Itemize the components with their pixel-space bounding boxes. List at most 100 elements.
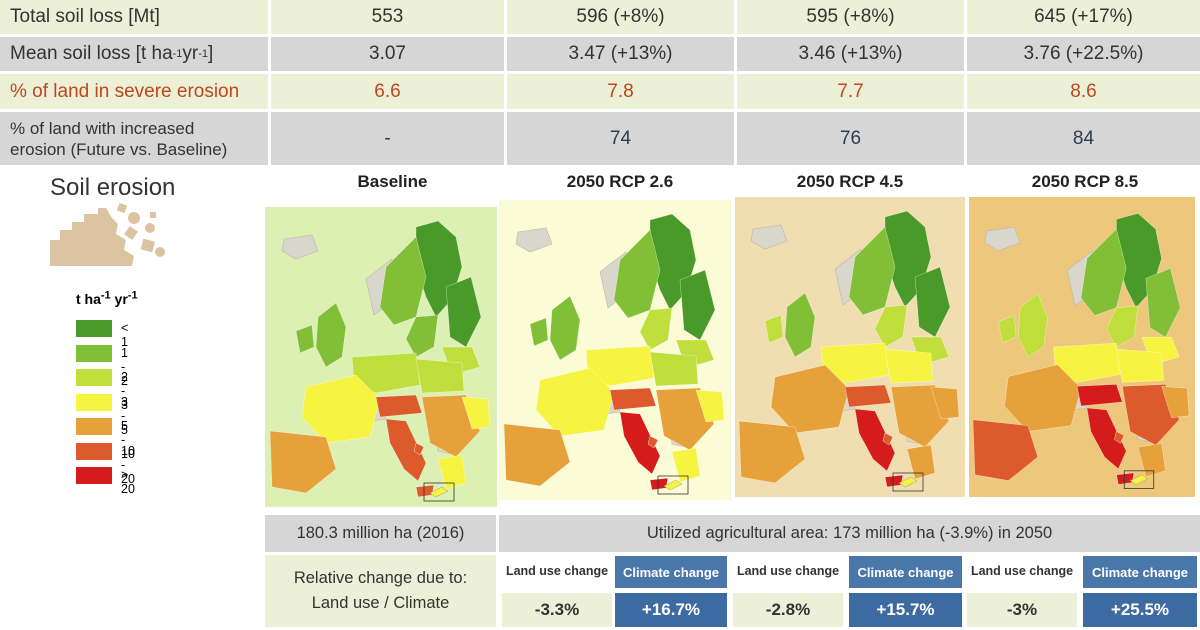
region-romania <box>695 389 725 423</box>
region-sardinia <box>647 435 659 449</box>
map-rcp45 <box>735 197 965 497</box>
label-mid: yr <box>182 43 199 64</box>
region-poland <box>649 351 699 387</box>
unit-main: t ha <box>76 291 101 307</box>
region-balkans <box>890 384 950 448</box>
region-sweden-south <box>874 304 908 348</box>
region-romania <box>930 386 960 420</box>
relative-change-label: Relative change due to: Land use / Clima… <box>265 555 496 627</box>
region-poland <box>415 358 465 394</box>
region-sweden-south <box>1106 305 1139 348</box>
region-iberia <box>972 419 1039 481</box>
row-label: % of land with increased erosion (Future… <box>0 112 268 165</box>
soil-erosion-title: Soil erosion <box>50 174 176 201</box>
region-norway <box>379 236 427 326</box>
cell-baseline: 553 <box>271 0 504 34</box>
cell-baseline: 3.07 <box>271 37 504 71</box>
land-use-change-label: Land use change <box>505 564 609 578</box>
map-title-rcp26: 2050 RCP 2.6 <box>566 172 674 191</box>
region-sicily <box>415 484 435 498</box>
region-cyprus <box>898 476 918 488</box>
legend-swatch <box>76 344 112 362</box>
region-france <box>535 367 615 437</box>
nodata-iceland <box>515 227 553 253</box>
row-label: Mean soil loss [t ha -1 yr -1] <box>0 37 268 71</box>
legend-swatch <box>76 320 112 337</box>
label-main: Mean soil loss [t ha <box>10 43 173 64</box>
cell-rcp26: 596 (+8%) <box>507 0 734 34</box>
soil-erosion-icon <box>50 202 165 266</box>
cell-rcp26: 3.47 (+13%) <box>507 37 734 71</box>
region-sardinia <box>882 432 894 446</box>
region-italy <box>854 408 896 472</box>
row-severe-erosion: % of land in severe erosion 6.6 7.8 7.7 … <box>0 74 1200 109</box>
region-romania <box>461 396 491 430</box>
region-poland <box>884 348 934 384</box>
region-sweden-south <box>405 314 439 358</box>
legend-swatch <box>76 418 112 435</box>
region-ireland <box>998 315 1017 344</box>
row-mean-soil-loss: Mean soil loss [t ha -1 yr -1] 3.07 3.47 (… <box>0 37 1200 71</box>
region-romania <box>1161 386 1190 419</box>
cell-rcp45: 595 (+8%) <box>737 0 964 34</box>
region-france <box>1004 364 1082 432</box>
region-finland <box>445 276 482 348</box>
europe-map-svg <box>269 220 491 502</box>
region-uk <box>784 292 816 358</box>
region-cyprus <box>1129 474 1149 485</box>
region-italy <box>619 411 661 475</box>
region-greece <box>906 444 936 480</box>
region-norway <box>1080 228 1127 316</box>
cell-rcp26: 74 <box>507 112 734 165</box>
region-iberia <box>738 420 806 484</box>
legend-label: 1 - 2 <box>121 345 128 388</box>
region-iberia <box>269 430 337 494</box>
row-label: Total soil loss [Mt] <box>0 0 268 34</box>
cyprus-inset-box <box>657 475 689 495</box>
region-alps <box>375 394 423 418</box>
climate-change-label: Climate change <box>615 556 727 588</box>
nodata-iceland <box>281 234 319 260</box>
cyprus-inset-box <box>1123 470 1155 489</box>
region-poland <box>1116 348 1164 383</box>
label-line1: % of land with increased <box>10 118 195 138</box>
region-balkans <box>421 394 481 458</box>
region-greece <box>437 454 467 490</box>
legend-label: 5 - 10 <box>121 419 135 461</box>
region-greece <box>1137 443 1166 478</box>
legend-label: 2 - 3 <box>121 370 128 412</box>
region-finland <box>914 266 951 338</box>
legend-label: 3 - 5 <box>121 394 128 437</box>
region-alps <box>1076 384 1123 407</box>
legend-swatch <box>76 393 112 411</box>
region-finland <box>679 269 716 341</box>
map-baseline <box>265 207 497 507</box>
europe-map-svg <box>972 213 1190 489</box>
unit-sup: -1 <box>100 289 111 302</box>
land-use-change-value: -3% <box>967 593 1077 627</box>
land-use-change-value: -3.3% <box>502 593 612 627</box>
region-alps <box>844 384 892 408</box>
region-ireland <box>295 324 315 354</box>
climate-change-label: Climate change <box>849 556 962 588</box>
europe-map-svg <box>738 210 960 492</box>
region-alps <box>609 387 657 411</box>
legend-swatch <box>76 369 112 386</box>
region-cyprus <box>663 479 683 491</box>
map-title-baseline: Baseline <box>357 172 428 191</box>
region-uk <box>549 295 581 361</box>
europe-map-svg <box>503 213 725 495</box>
area-2050: Utilized agricultural area: 173 million … <box>499 515 1200 552</box>
legend-label: 10 - 20 <box>121 443 135 486</box>
region-sardinia <box>413 442 425 456</box>
region-greece <box>671 447 701 483</box>
legend-unit: t ha-1 yr-1 <box>76 289 138 307</box>
region-sweden-south <box>639 307 673 351</box>
cell-rcp45: 7.7 <box>737 74 964 109</box>
legend-label: > 20 <box>121 468 135 496</box>
region-france <box>770 364 850 434</box>
map-rcp85 <box>969 197 1195 497</box>
cell-rcp45: 76 <box>737 112 964 165</box>
region-sicily <box>884 474 904 488</box>
land-use-change-value: -2.8% <box>733 593 843 627</box>
